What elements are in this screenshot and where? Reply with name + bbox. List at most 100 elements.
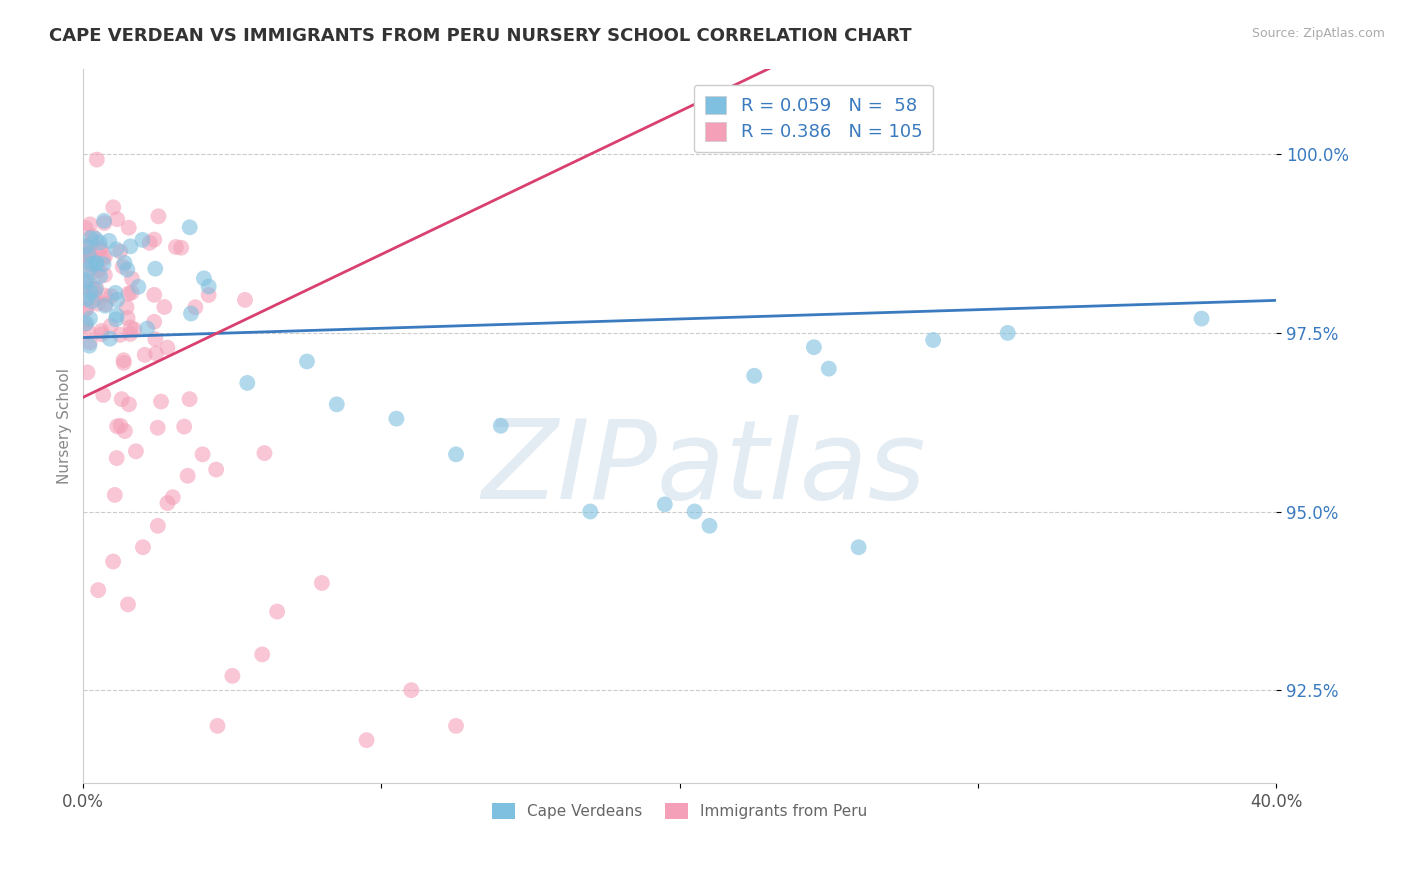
Point: [295, 354, 318, 368]
Point: [84, 280, 107, 294]
Point: [87, 263, 110, 277]
Point: [73, 318, 96, 332]
Point: [82, 282, 104, 296]
Point: [311, 576, 333, 591]
Point: [108, 244, 131, 259]
Point: [654, 497, 676, 511]
Point: [80, 266, 103, 280]
Point: [86, 153, 108, 167]
Point: [120, 239, 142, 253]
Point: [1279, 140, 1302, 154]
Point: [91, 252, 114, 266]
Point: [127, 279, 149, 293]
Point: [112, 356, 135, 370]
Point: [165, 240, 187, 254]
Point: [699, 518, 721, 533]
Point: [98, 332, 121, 346]
Point: [84, 283, 107, 297]
Point: [233, 293, 256, 307]
Point: [93, 257, 115, 271]
Text: Source: ZipAtlas.com: Source: ZipAtlas.com: [1251, 27, 1385, 40]
Point: [84, 232, 107, 246]
Point: [103, 200, 125, 214]
Point: [385, 411, 408, 425]
Point: [184, 300, 207, 314]
Point: [89, 241, 111, 255]
Point: [98, 234, 121, 248]
Point: [75, 301, 97, 316]
Point: [117, 598, 139, 612]
Point: [136, 321, 159, 335]
Point: [250, 648, 273, 662]
Point: [79, 335, 101, 350]
Point: [401, 683, 423, 698]
Point: [108, 327, 131, 342]
Point: [683, 504, 706, 518]
Point: [817, 361, 839, 376]
Point: [87, 583, 110, 598]
Point: [197, 279, 219, 293]
Point: [84, 256, 107, 270]
Point: [90, 327, 112, 342]
Point: [326, 397, 349, 411]
Point: [118, 397, 141, 411]
Point: [105, 293, 128, 307]
Point: [75, 273, 97, 287]
Point: [145, 346, 167, 360]
Point: [93, 214, 115, 228]
Point: [75, 240, 97, 254]
Text: CAPE VERDEAN VS IMMIGRANTS FROM PERU NURSERY SCHOOL CORRELATION CHART: CAPE VERDEAN VS IMMIGRANTS FROM PERU NUR…: [49, 27, 912, 45]
Point: [73, 275, 96, 289]
Point: [100, 318, 122, 333]
Point: [111, 260, 134, 274]
Point: [138, 235, 160, 250]
Point: [121, 285, 143, 300]
Point: [80, 235, 103, 250]
Point: [76, 292, 98, 306]
Point: [105, 212, 128, 227]
Point: [94, 249, 117, 263]
Point: [236, 376, 259, 390]
Point: [75, 221, 97, 235]
Point: [89, 235, 111, 250]
Point: [118, 220, 141, 235]
Legend: Cape Verdeans, Immigrants from Peru: Cape Verdeans, Immigrants from Peru: [485, 797, 873, 825]
Point: [191, 447, 214, 461]
Point: [79, 218, 101, 232]
Point: [742, 368, 765, 383]
Point: [112, 353, 135, 368]
Point: [124, 322, 146, 336]
Point: [114, 256, 136, 270]
Point: [77, 247, 100, 261]
Point: [253, 446, 276, 460]
Point: [121, 272, 143, 286]
Point: [79, 257, 101, 271]
Point: [179, 392, 201, 406]
Point: [444, 447, 467, 461]
Point: [80, 257, 103, 271]
Point: [131, 233, 153, 247]
Point: [143, 332, 166, 346]
Point: [93, 216, 115, 230]
Point: [105, 308, 128, 322]
Point: [80, 294, 103, 309]
Point: [105, 243, 128, 257]
Point: [143, 261, 166, 276]
Point: [111, 392, 134, 406]
Point: [153, 300, 176, 314]
Point: [117, 310, 139, 325]
Point: [117, 262, 139, 277]
Point: [77, 325, 100, 339]
Point: [75, 301, 97, 316]
Point: [179, 220, 201, 235]
Point: [84, 292, 107, 306]
Point: [146, 421, 169, 435]
Point: [115, 300, 138, 314]
Point: [120, 320, 142, 334]
Point: [79, 339, 101, 353]
Point: [75, 241, 97, 255]
Point: [356, 733, 378, 747]
Point: [143, 233, 166, 247]
Point: [173, 419, 195, 434]
Point: [110, 418, 132, 433]
